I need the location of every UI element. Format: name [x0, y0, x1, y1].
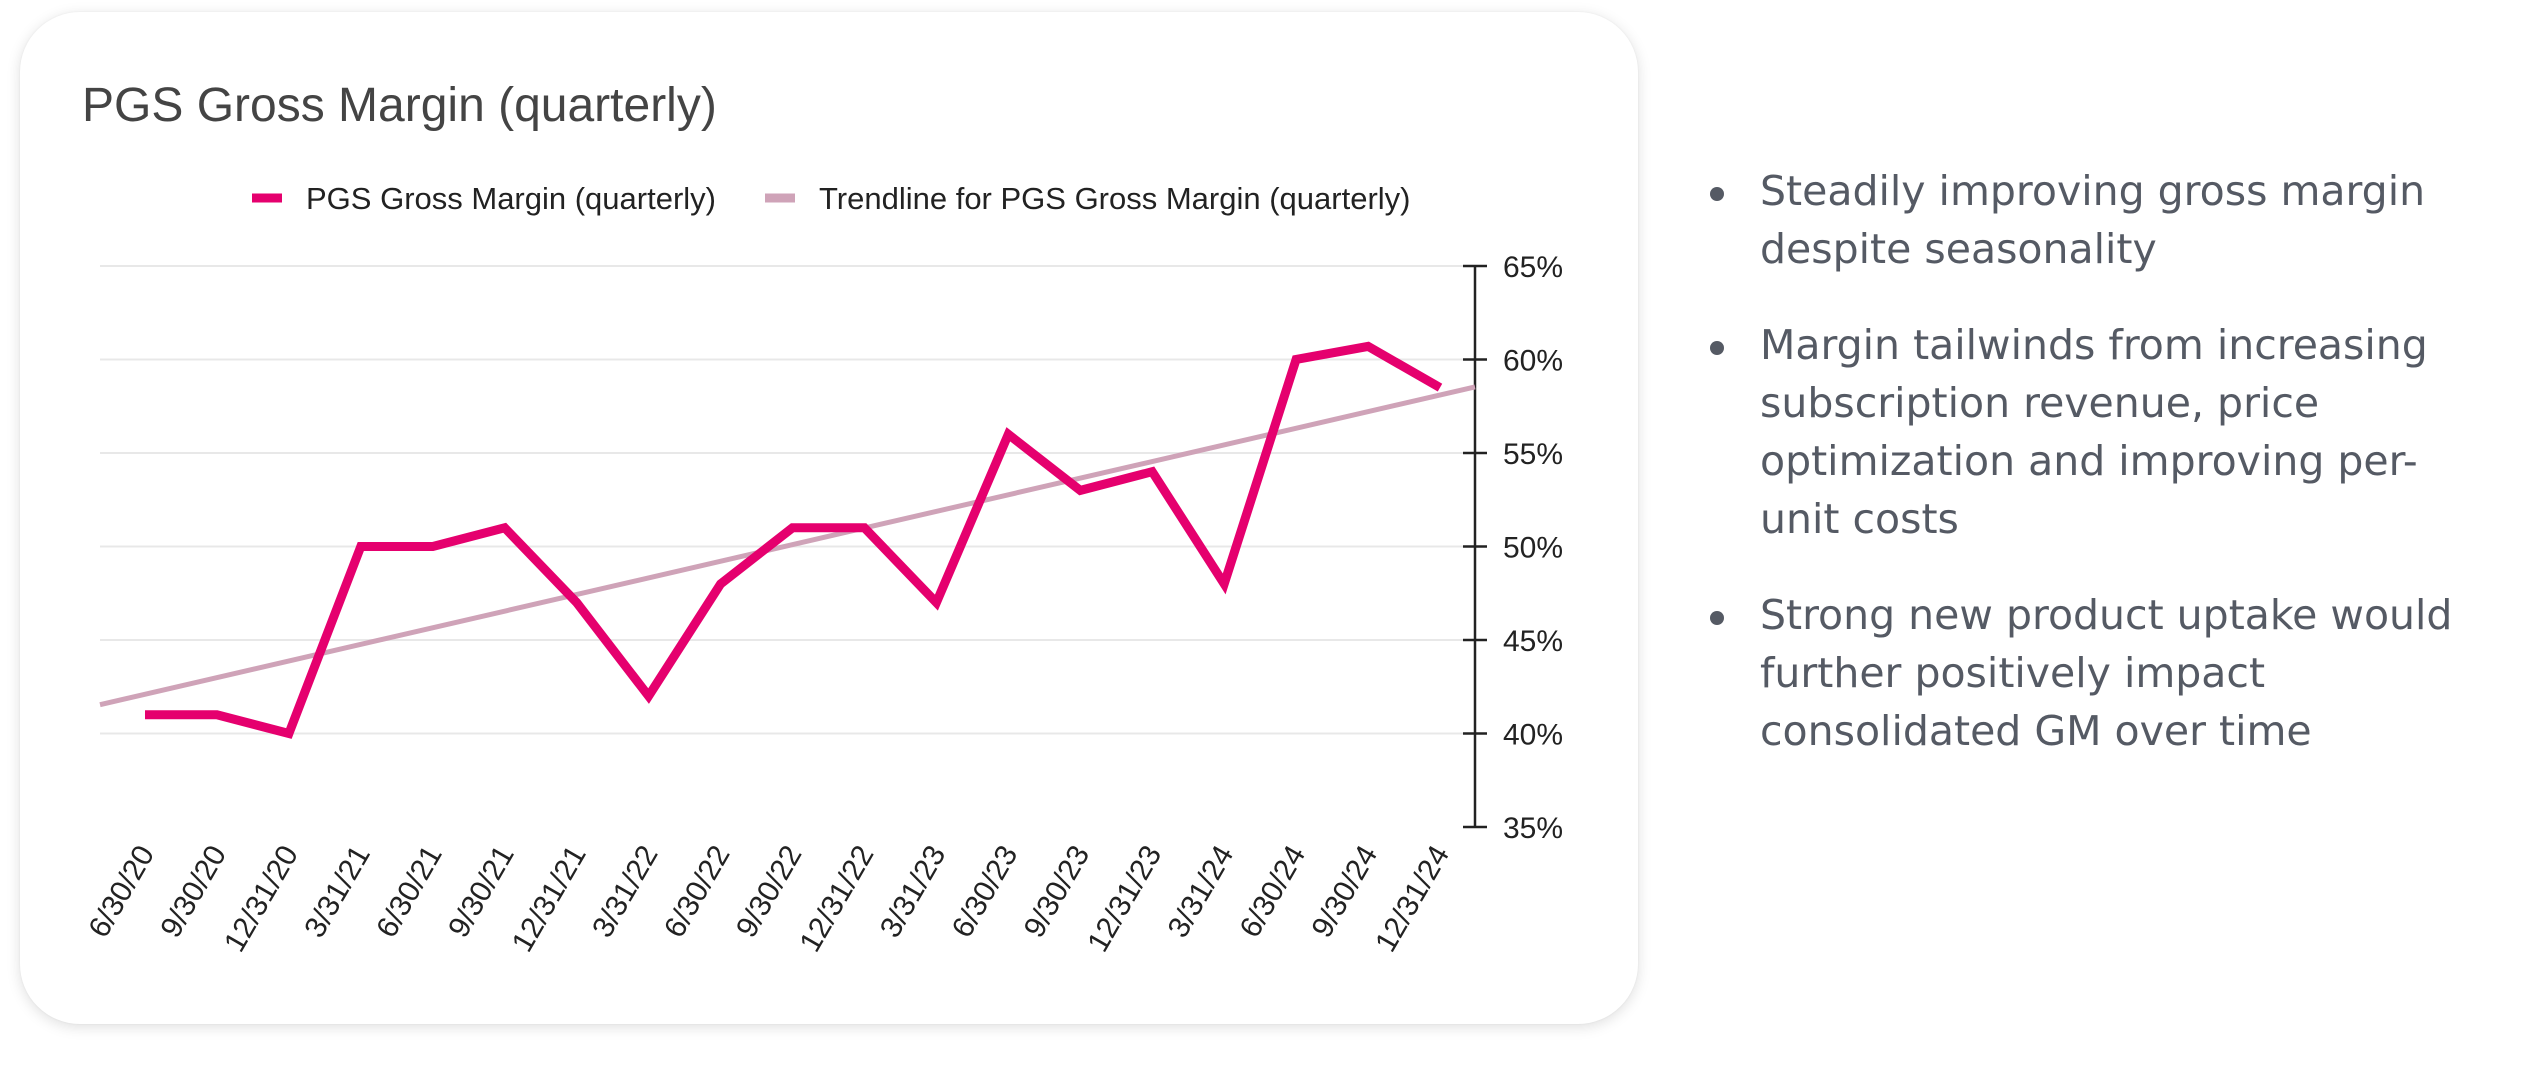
x-tick-label: 6/30/24 [1234, 840, 1313, 943]
key-point-text: Strong new product uptake would further … [1760, 591, 2453, 755]
x-tick-label: 9/30/20 [154, 840, 233, 943]
legend-label: PGS Gross Margin (quarterly) [306, 181, 716, 216]
x-tick-label: 9/30/24 [1305, 840, 1384, 943]
y-tick-label: 40% [1503, 719, 1563, 752]
x-tick-label: 3/31/23 [874, 840, 953, 943]
x-tick-label: 9/30/23 [1018, 840, 1097, 943]
y-tick-label: 55% [1503, 438, 1563, 471]
y-tick-label: 35% [1503, 812, 1563, 845]
y-axis [1463, 264, 1487, 829]
x-tick-label: 9/30/21 [442, 840, 521, 943]
x-tick-label: 6/30/20 [82, 840, 161, 943]
y-tick-label: 60% [1503, 345, 1563, 378]
bullet-dot-icon [1710, 187, 1724, 201]
y-tick-label: 65% [1503, 251, 1563, 284]
y-tick-labels: 35% 40% 45% 50% 55% 60% 65% [1503, 251, 1563, 845]
key-point-text: Margin tailwinds from increasing subscri… [1760, 321, 2428, 543]
x-tick-label: 3/31/24 [1162, 840, 1241, 943]
x-tick-labels: 6/30/209/30/2012/31/203/31/216/30/219/30… [82, 840, 1456, 958]
y-tick-label: 50% [1503, 532, 1563, 565]
chart-card [20, 12, 1638, 1024]
gridlines [100, 265, 1475, 735]
series-lines [144, 341, 1443, 739]
x-tick-label: 6/30/21 [370, 840, 449, 943]
legend: PGS Gross Margin (quarterly) Trendline fo… [252, 181, 1410, 216]
x-tick-label: 3/31/22 [586, 840, 665, 943]
series-line [145, 341, 1443, 739]
key-points-list: Steadily improving gross margin despite … [1710, 162, 2490, 798]
bullet-dot-icon [1710, 611, 1724, 625]
x-tick-label: 9/30/22 [730, 840, 809, 943]
x-tick-label: 6/30/23 [946, 840, 1025, 943]
legend-label: Trendline for PGS Gross Margin (quarterl… [819, 181, 1410, 216]
key-point: Steadily improving gross margin despite … [1710, 162, 2490, 278]
chart-title: PGS Gross Margin (quarterly) [82, 79, 717, 132]
trendline [99, 384, 1476, 708]
key-point-text: Steadily improving gross margin despite … [1760, 167, 2426, 273]
bullet-dot-icon [1710, 341, 1724, 355]
line-chart: 35% 40% 45% 50% 55% 60% 65% 6/30/209/30/2012/3… [82, 181, 1563, 958]
y-tick-label: 45% [1503, 625, 1563, 658]
key-point: Margin tailwinds from increasing subscri… [1710, 316, 2490, 548]
x-tick-label: 6/30/22 [658, 840, 737, 943]
trendline-path [99, 384, 1476, 708]
key-point: Strong new product uptake would further … [1710, 586, 2490, 760]
x-tick-label: 3/31/21 [298, 840, 377, 943]
